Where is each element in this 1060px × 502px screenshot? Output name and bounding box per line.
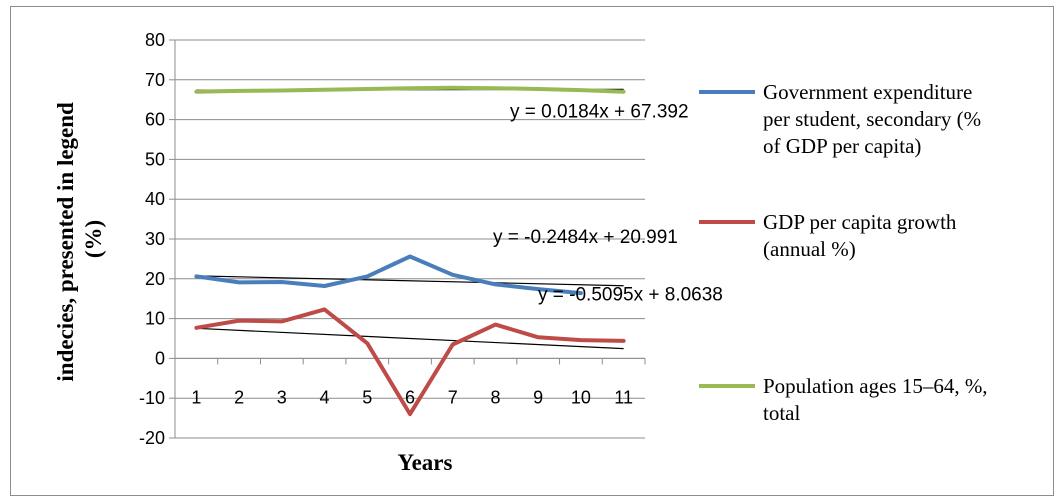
y-tick-label: 60 [145,110,165,130]
legend-label: GDP per capita growth [763,210,957,234]
x-tick-label: 3 [277,387,287,407]
trendline [196,275,624,287]
trendline-equation: y = -0.5095x + 8.0638 [538,284,723,305]
y-tick-label: 70 [145,70,165,90]
y-tick-label: 30 [145,229,165,249]
x-tick-labels: 1 2 3 4 5 6 7 8 9 10 11 [191,387,633,407]
legend-label: of GDP per capita) [763,134,921,158]
x-tick-label: 8 [490,387,500,407]
series-line-population [194,85,626,94]
series-line-gdp-growth [194,307,626,417]
trendlines [196,88,624,350]
series-line-government-expenditure [194,254,583,296]
y-tick-label: -20 [139,428,165,448]
x-tick-label: 6 [405,387,415,407]
trendline [196,327,624,350]
x-tick-label: 9 [533,387,543,407]
y-tick-label: 40 [145,189,165,209]
trendline-equation: y = 0.0184x + 67.392 [510,102,689,123]
legend-label: Government expenditure [763,80,972,104]
x-tick-label: 2 [234,387,244,407]
x-tick-label: 11 [614,387,633,407]
y-tick-labels: 80 70 60 50 40 30 20 10 0 -10 -20 [139,30,165,448]
y-tick-label: 0 [155,348,165,368]
legend-label: Population ages 15–64, %, [763,374,988,398]
legend-label: per student, secondary (% [763,107,981,131]
y-tick-label: 10 [145,309,165,329]
line-chart: 80 70 60 50 40 30 20 10 0 -10 -20 1 2 3 4 5 6 7 8 9 10 11 y … [53,30,988,475]
y-axis-title-line-2: (%) [81,220,106,258]
trendline-equation: y = -0.2484x + 20.991 [493,227,678,248]
legend-label: total [763,401,800,425]
y-axis-title-line-1: indecies, presented in legend [53,102,78,382]
x-tick-label: 4 [320,387,330,407]
x-axis-title: Years [398,450,453,475]
y-tick-label: 20 [145,269,165,289]
trendline-equations: y = -0.2484x + 20.991 y = -0.5095x + 8.06… [493,102,723,306]
y-tick-label: 80 [145,30,165,50]
legend: Government expenditure per student, secon… [699,80,988,425]
series-lines [194,85,626,417]
x-tick-label: 10 [571,387,591,407]
y-axis-title: indecies, presented in legend (%) [53,96,106,381]
x-tick-label: 5 [362,387,372,407]
y-tick-label: 50 [145,149,165,169]
gridlines [169,39,646,439]
y-tick-label: -10 [139,388,165,408]
legend-label: (annual %) [763,237,856,261]
x-tick-label: 1 [191,387,201,407]
chart-frame: 80 70 60 50 40 30 20 10 0 -10 -20 1 2 3 4 5 6 7 8 9 10 11 y … [10,6,1054,496]
x-tick-label: 7 [448,387,458,407]
